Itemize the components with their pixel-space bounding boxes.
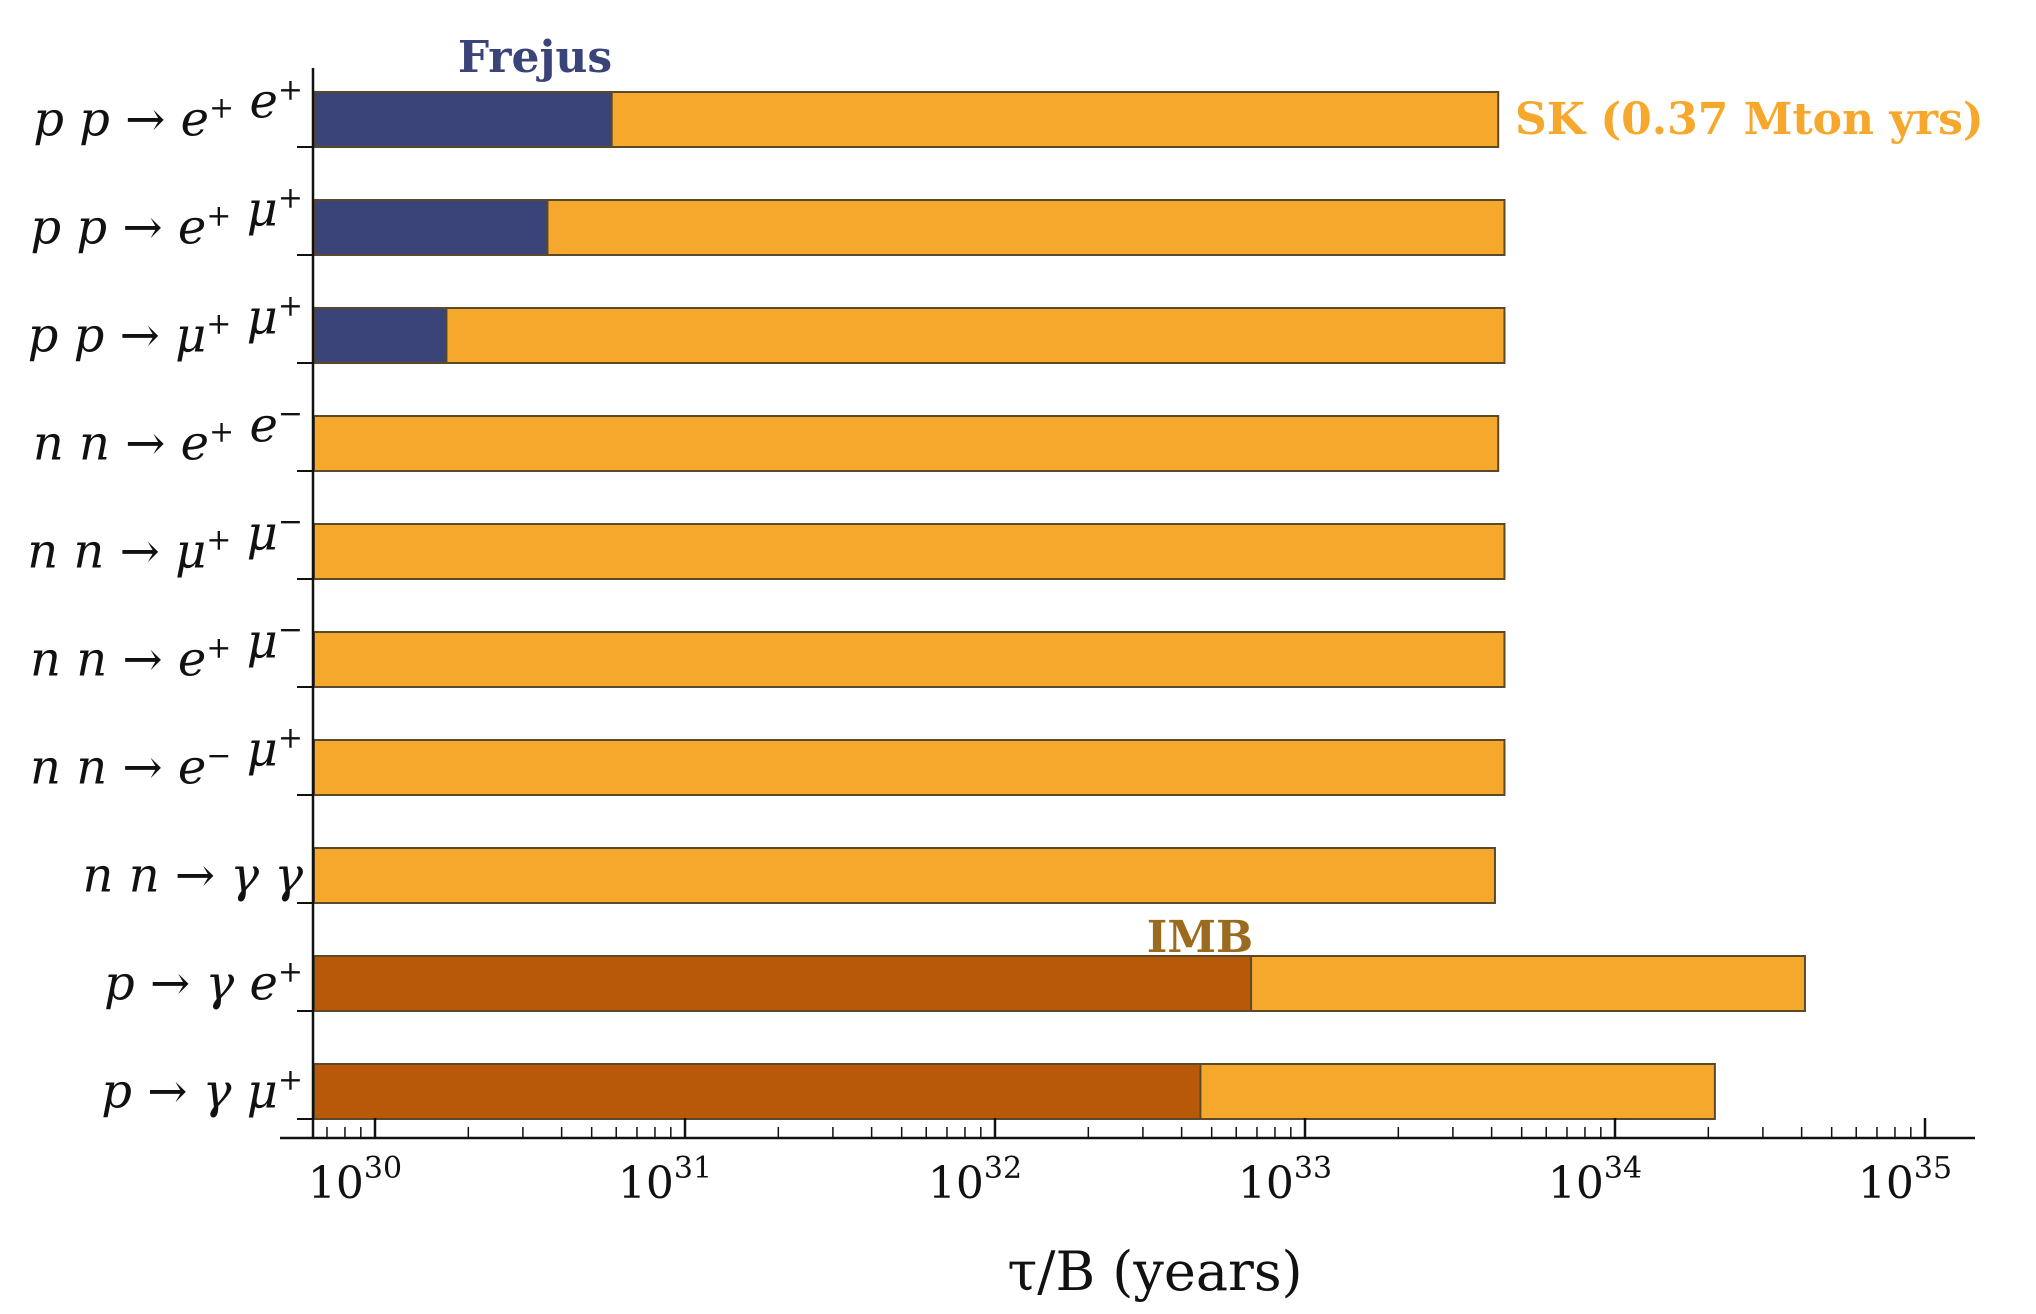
x-tick-label-32: 1032 [928,1151,1022,1209]
bar-frejus-row-0 [313,91,613,148]
category-label-3: n n → e+ e− [33,397,303,472]
x-tick-label-33: 1033 [1238,1151,1332,1209]
category-label-7: n n → γ γ [83,848,304,904]
category-label-5: n n → e+ μ− [30,613,303,688]
bar-sk-row-5 [313,631,1506,688]
category-label-2: p p → μ+ μ+ [28,289,303,364]
bar-frejus-row-1 [313,199,549,256]
category-label-9: p → γ μ+ [101,1063,303,1120]
category-label-6: n n → e− μ+ [30,721,303,796]
category-label-1: p p → e+ μ+ [30,181,303,256]
category-label-4: n n → μ+ μ− [27,505,303,580]
x-axis-label: τ/B (years) [1007,1240,1302,1303]
imb-label: IMB [1147,912,1253,963]
axes-layer [280,68,1975,1140]
bar-sk-row-2 [313,307,1506,364]
bar-imb-row-9 [313,1063,1202,1120]
bar-frejus-row-2 [313,307,448,364]
x-tick-label-30: 1030 [308,1151,402,1209]
x-tick-label-35: 1035 [1858,1151,1952,1209]
bar-sk-row-3 [313,415,1500,472]
x-tick-label-34: 1034 [1548,1151,1642,1209]
frejus-label: Frejus [458,32,612,83]
sk-label: SK (0.37 Mton yrs) [1515,94,1984,145]
bar-sk-row-6 [313,739,1506,796]
bar-sk-row-4 [313,523,1506,580]
labels-layer: 1030 1031 1032 1033 1034 1035 τ/B (years) p p →… [27,32,1983,1303]
category-label-0: p p → e+ e+ [33,73,303,148]
bar-sk-row-7 [313,847,1496,904]
category-label-8: p → γ e+ [104,955,303,1012]
bars-layer [313,91,1806,1120]
x-tick-label-31: 1031 [618,1151,712,1209]
bar-imb-row-8 [313,955,1253,1012]
